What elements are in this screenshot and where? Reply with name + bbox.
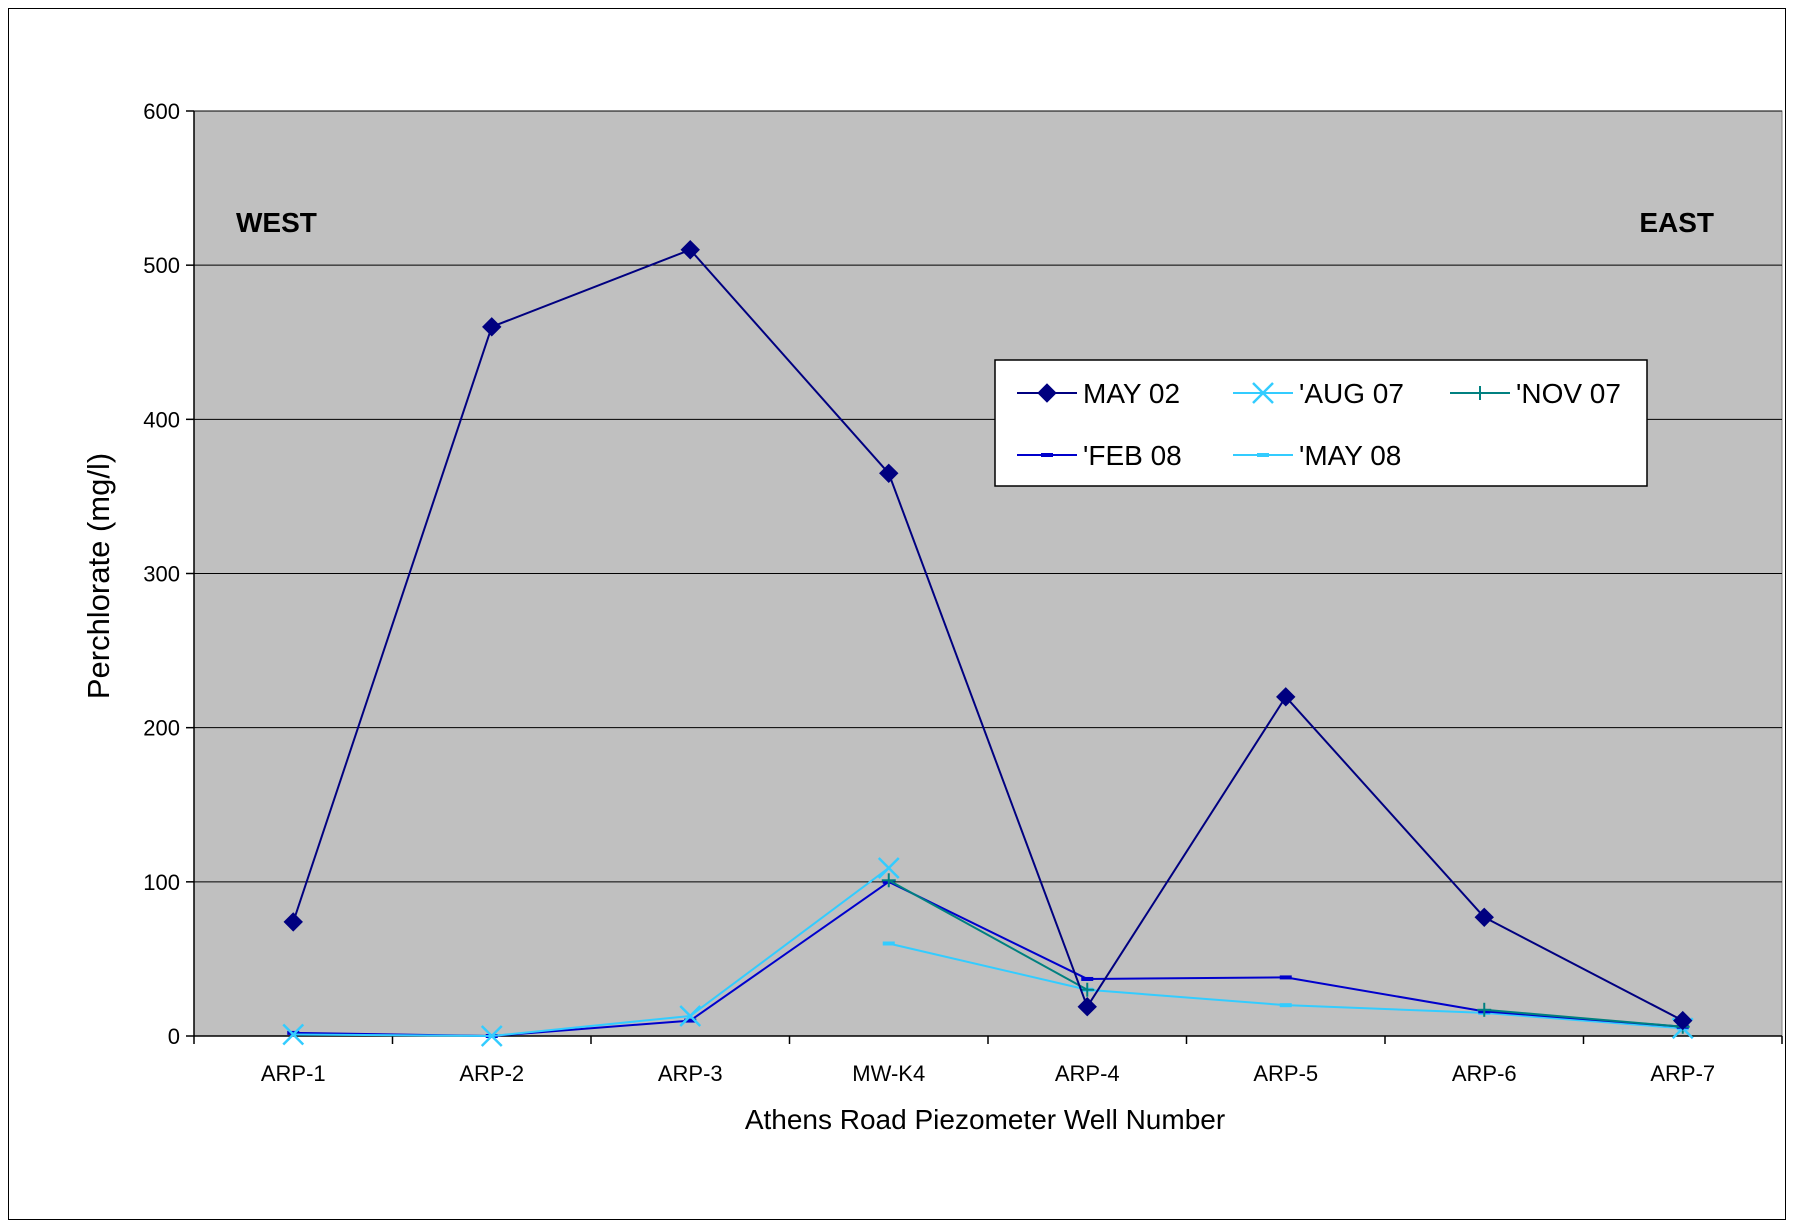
x-tick-labels: ARP-1 ARP-2 ARP-3 MW-K4 ARP-4 ARP-5 ARP-6 ARP-7 <box>261 1061 1715 1086</box>
series-line-segment <box>292 326 493 923</box>
series-line-segment <box>888 942 1088 991</box>
x-axis-label: Athens Road Piezometer Well Number <box>745 1104 1225 1135</box>
legend-item-may-02: MAY 02 <box>1017 378 1180 409</box>
chart-frame: 0 100 200 300 400 500 600 ARP-1 ARP-2 ARP-3 MW-K4… <box>8 8 1786 1220</box>
data-point <box>283 912 303 932</box>
legend-label: MAY 02 <box>1083 378 1180 409</box>
y-tick-label: 0 <box>168 1024 180 1049</box>
data-point <box>480 1025 503 1047</box>
data-point <box>1081 976 1094 981</box>
x-tick-label: ARP-2 <box>459 1061 524 1086</box>
series-line-segment <box>293 1033 492 1037</box>
x-tick-label: ARP-5 <box>1253 1061 1318 1086</box>
series-line-segment <box>689 249 890 474</box>
series-line-segment <box>1285 976 1485 1013</box>
data-point <box>877 857 900 879</box>
legend-marker <box>1252 382 1274 404</box>
data-point-stroke <box>480 1025 503 1047</box>
legend-item-nov-07: 'NOV 07 <box>1450 378 1621 409</box>
x-tick-label: ARP-4 <box>1055 1061 1120 1086</box>
data-point <box>1673 1010 1693 1031</box>
x-tick-label: ARP-7 <box>1650 1061 1715 1086</box>
x-tick-label: ARP-6 <box>1452 1061 1517 1086</box>
series-layer <box>282 240 1694 1047</box>
legend-marker <box>1257 453 1269 457</box>
series-may-02 <box>283 240 1693 1031</box>
data-point-stroke <box>282 1023 305 1046</box>
legend-marker <box>1473 386 1487 400</box>
data-point <box>684 1018 697 1023</box>
data-point <box>1279 975 1292 980</box>
legend-item-may-08: 'MAY 08 <box>1233 440 1401 471</box>
x-tick-label: ARP-3 <box>658 1061 723 1086</box>
data-point <box>1077 997 1097 1017</box>
y-tick-label: 300 <box>143 562 180 587</box>
y-tick-label: 600 <box>143 99 180 124</box>
series-line-segment <box>1285 696 1485 918</box>
legend: MAY 02 'AUG 07 'NOV 07 'FEB 08 'MAY 08 <box>994 359 1648 487</box>
y-tick-label: 400 <box>143 407 180 432</box>
series-line-segment <box>491 1014 691 1037</box>
series-line-segment <box>1086 696 1287 1008</box>
series-line-segment <box>689 867 890 1017</box>
y-tick-label: 100 <box>143 870 180 895</box>
legend-item-aug-07: 'AUG 07 <box>1233 378 1404 409</box>
series-line-segment <box>1087 976 1286 980</box>
data-point <box>1477 1002 1492 1017</box>
legend-label: 'AUG 07 <box>1299 378 1404 409</box>
x-tick-label: MW-K4 <box>852 1061 925 1086</box>
data-point-stroke <box>679 1005 702 1027</box>
legend-marker-stroke <box>1252 382 1274 404</box>
x-tick-label: ARP-1 <box>261 1061 326 1086</box>
series-line-segment <box>1285 1004 1485 1014</box>
data-point-stroke <box>877 857 900 879</box>
data-point <box>1474 907 1494 927</box>
series-line-segment <box>1087 988 1286 1007</box>
series-line-segment <box>1483 916 1684 1022</box>
legend-box <box>994 359 1648 487</box>
data-point <box>879 463 899 483</box>
west-annotation: WEST <box>236 207 317 238</box>
y-tick-label: 500 <box>143 253 180 278</box>
series-line-segment <box>1484 1011 1683 1030</box>
data-point <box>882 941 895 946</box>
data-point <box>881 873 896 888</box>
gridlines <box>194 110 1782 883</box>
legend-label: 'FEB 08 <box>1083 440 1182 471</box>
data-point <box>282 1023 305 1046</box>
chart-svg: 0 100 200 300 400 500 600 ARP-1 ARP-2 ARP-3 MW-K4… <box>81 99 1783 1135</box>
data-point <box>679 1005 702 1027</box>
series-line-segment <box>491 248 691 328</box>
legend-label: 'MAY 08 <box>1299 440 1401 471</box>
data-point <box>1279 1003 1292 1008</box>
y-tick-label: 200 <box>143 716 180 741</box>
data-point <box>482 317 502 337</box>
data-point <box>1080 982 1095 997</box>
series-line-segment <box>689 881 890 1022</box>
y-tick-labels: 0 100 200 300 400 500 600 <box>143 99 180 1049</box>
data-point <box>680 240 700 260</box>
series-line-segment <box>887 472 1089 1008</box>
series-line-segment <box>888 879 1088 991</box>
legend-marker <box>1041 453 1053 457</box>
data-point <box>1276 687 1296 707</box>
legend-label: 'NOV 07 <box>1516 378 1621 409</box>
legend-marker <box>1037 383 1057 403</box>
east-annotation: EAST <box>1639 207 1714 238</box>
legend-item-feb-08: 'FEB 08 <box>1017 440 1182 471</box>
series-nov-07 <box>881 873 1690 1034</box>
series-line-segment <box>1484 1008 1683 1028</box>
y-axis-label: Perchlorate (mg/l) <box>81 453 116 699</box>
